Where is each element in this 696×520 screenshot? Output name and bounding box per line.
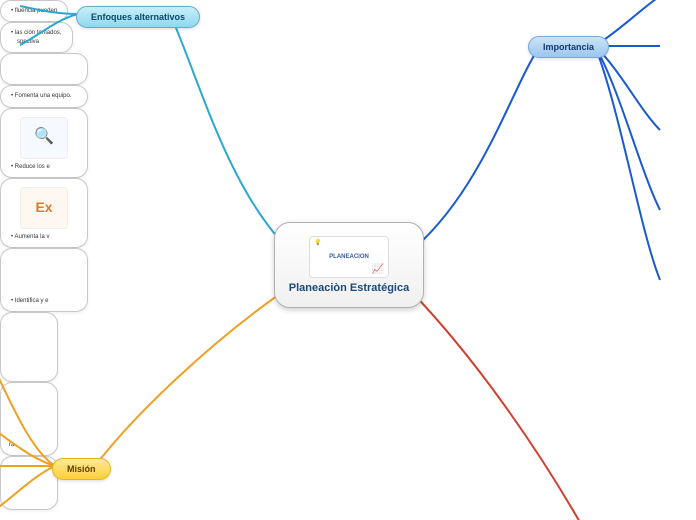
branch-enfoques[interactable]: Enfoques alternativos (76, 6, 200, 28)
central-thumbnail: 💡 PLANEACION 📈 (309, 236, 389, 278)
branch-label: Enfoques alternativos (91, 12, 185, 22)
branch-label: Importancia (543, 42, 594, 52)
branch-label: Misión (67, 464, 96, 474)
branch-importancia[interactable]: Importancia (528, 36, 609, 58)
branch-mision[interactable]: Misión (52, 458, 111, 480)
central-node[interactable]: 💡 PLANEACION 📈 Planeaciòn Estratégica (274, 222, 424, 308)
central-thumb-caption: PLANEACION (329, 254, 369, 260)
central-title: Planeaciòn Estratégica (289, 282, 409, 294)
